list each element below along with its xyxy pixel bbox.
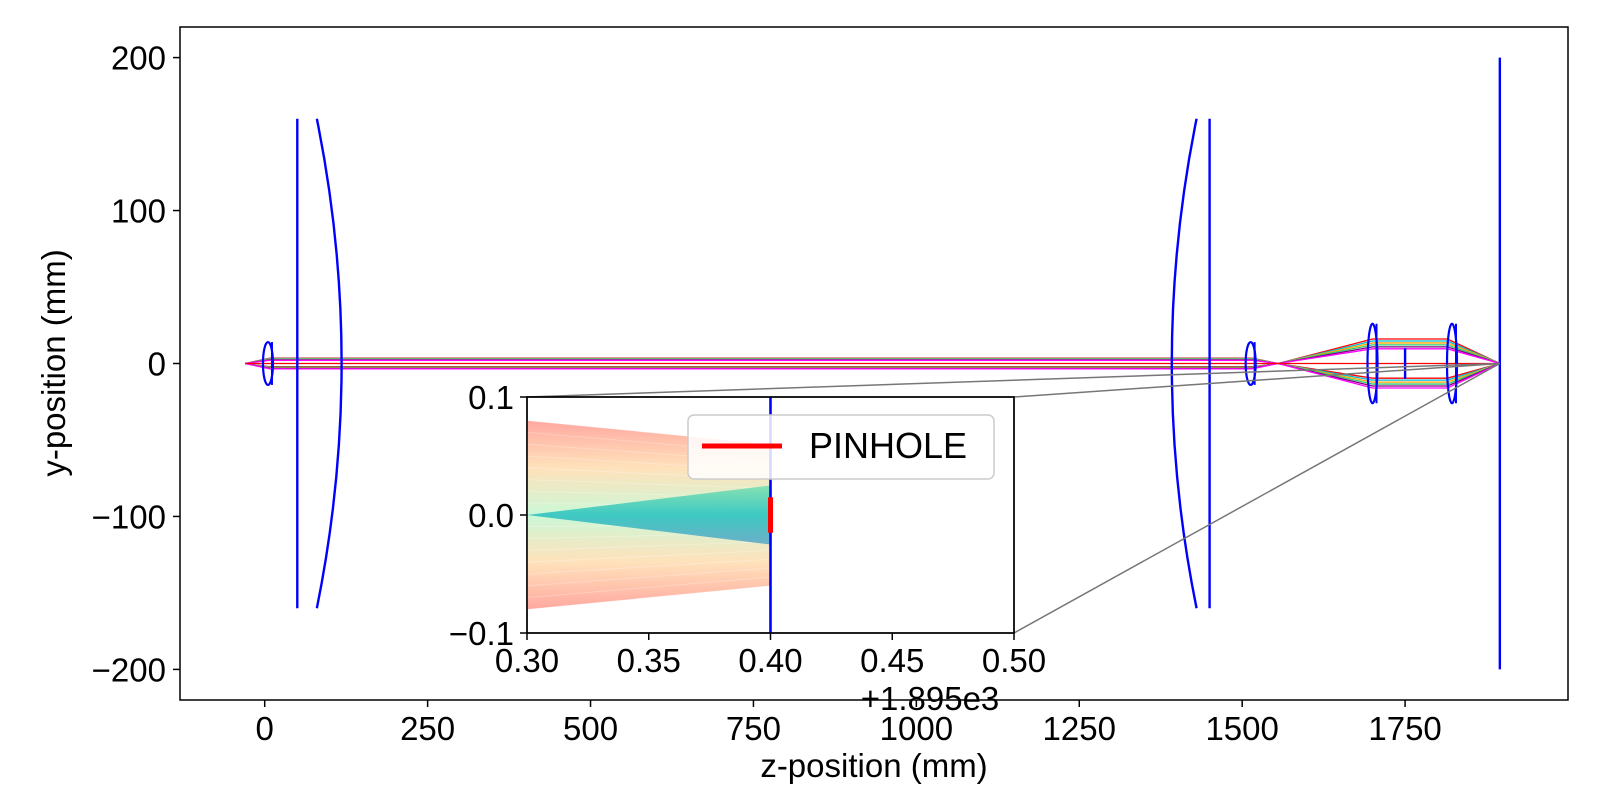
x-tick-label-5: 1250 <box>1043 710 1116 747</box>
y-tick-label-1: −100 <box>92 498 166 535</box>
inset-ray-strand-4 <box>527 549 771 563</box>
inset-y-tick-label-0: −0.1 <box>449 615 514 652</box>
inset-ray-strand-11 <box>527 479 771 489</box>
x-tick-label-2: 500 <box>563 710 618 747</box>
inset-ray-strand-2 <box>527 567 771 587</box>
element-curved-2 <box>315 118 343 609</box>
inset-ray-strand-3 <box>527 558 771 575</box>
x-tick-label-0: 0 <box>256 710 274 747</box>
inset-offset-label: +1.895e3 <box>861 680 1000 717</box>
inset-y-tick-label-2: 0.1 <box>468 379 514 416</box>
zoom-line-top <box>1013 362 1500 398</box>
inset-ray-strand-5 <box>527 541 771 551</box>
x-tick-label-1: 250 <box>400 710 455 747</box>
x-tick-label-6: 1500 <box>1205 710 1278 747</box>
inset-x-tick-label-2: 0.40 <box>738 642 802 679</box>
inset-ray-strand-1 <box>527 576 771 599</box>
legend: PINHOLE <box>687 414 995 480</box>
zoom-connector-lines <box>526 362 1501 634</box>
main-plot-content <box>245 57 1502 670</box>
inset-ticks: 0.30 0.35 0.40 0.45 0.50 −0.1 0.0 0.1 <box>449 379 1046 679</box>
inset-ray-strand-0 <box>527 585 771 610</box>
x-axis-label: z-position (mm) <box>760 747 987 784</box>
inset-y-tick-label-1: 0.0 <box>468 497 514 534</box>
zoom-line-top-left <box>526 362 1500 398</box>
inset-x-tick-label-0: 0.30 <box>495 642 559 679</box>
y-tick-label-0: −200 <box>92 651 166 688</box>
y-tick-label-3: 100 <box>111 193 166 230</box>
y-axis-label: y-position (mm) <box>35 249 72 476</box>
element-curved-3 <box>1170 118 1198 609</box>
legend-label-pinhole: PINHOLE <box>809 425 967 466</box>
inset-x-tick-label-3: 0.45 <box>860 642 924 679</box>
main-ticks: 0 250 500 750 1000 1250 1500 1750 −200 −100 0 100 20… <box>92 40 1442 747</box>
inset-inner-ray-fan <box>527 485 771 545</box>
x-tick-label-4: 1000 <box>880 710 953 747</box>
x-tick-label-3: 750 <box>726 710 781 747</box>
y-tick-label-2: 0 <box>148 346 166 383</box>
zoom-line-bottom <box>1013 362 1501 634</box>
x-tick-label-7: 1750 <box>1368 710 1441 747</box>
y-tick-label-4: 200 <box>111 40 166 77</box>
inset-x-tick-label-4: 0.50 <box>982 642 1046 679</box>
inset-x-tick-label-1: 0.35 <box>617 642 681 679</box>
